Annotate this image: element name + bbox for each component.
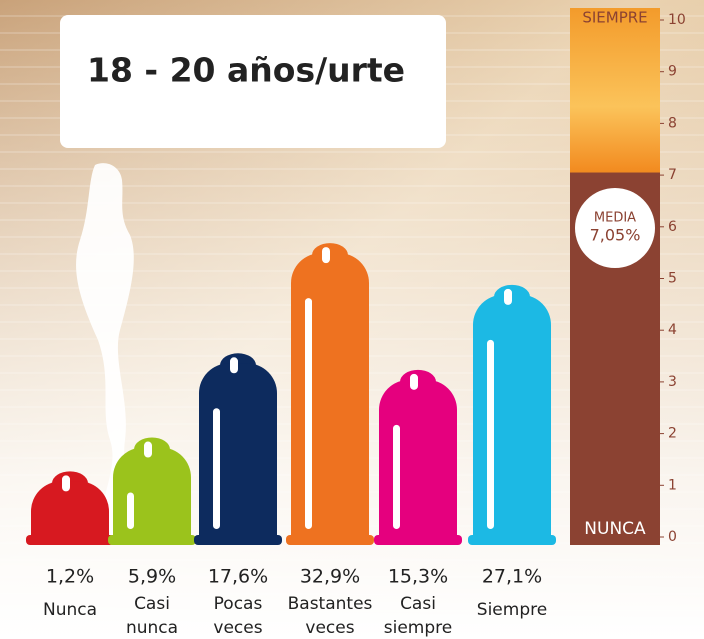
- bar-shine: [487, 339, 494, 529]
- y-tick-label: 5: [668, 271, 677, 287]
- bar-highlight: [144, 441, 152, 458]
- mean-value-label: 7,05%: [590, 226, 641, 245]
- bar: [291, 253, 369, 545]
- bar-rim: [108, 535, 196, 545]
- bar: [473, 294, 551, 545]
- chart-title: 18 - 20 años/urte: [87, 51, 405, 90]
- bar-shine: [127, 492, 134, 529]
- y-tick-label: 3: [668, 374, 677, 390]
- category-label: veces: [213, 618, 262, 638]
- gauge-bottom-label: NUNCA: [584, 519, 646, 539]
- bar-shine: [393, 424, 400, 529]
- bar-shine: [305, 298, 312, 529]
- y-tick-label: 7: [668, 167, 677, 183]
- bar: [199, 363, 277, 545]
- bar-shine: [213, 408, 220, 529]
- bar-highlight: [230, 357, 238, 374]
- value-label: 17,6%: [208, 566, 268, 588]
- gauge-upper: [570, 8, 660, 173]
- category-label: Pocas: [214, 594, 263, 614]
- value-label: 32,9%: [300, 566, 360, 588]
- y-tick-label: 10: [668, 12, 686, 28]
- value-label: 5,9%: [128, 566, 176, 588]
- category-label: Bastantes: [288, 594, 373, 614]
- y-tick-label: 2: [668, 426, 677, 442]
- bar-highlight: [62, 475, 70, 492]
- bar-rim: [374, 535, 462, 545]
- y-tick-label: 6: [668, 219, 677, 235]
- gauge-top-label: SIEMPRE: [582, 9, 647, 27]
- y-tick-label: 4: [668, 322, 677, 338]
- value-label: 15,3%: [388, 566, 448, 588]
- category-label: nunca: [126, 618, 178, 638]
- mean-circle: [575, 188, 655, 268]
- category-label: Casi: [134, 594, 170, 614]
- mean-label: MEDIA: [594, 211, 636, 226]
- category-label: Nunca: [43, 600, 97, 620]
- value-label: 27,1%: [482, 566, 542, 588]
- category-label: Siempre: [477, 600, 547, 620]
- category-label: Casi: [400, 594, 436, 614]
- y-tick-label: 8: [668, 115, 677, 131]
- bar: [113, 447, 191, 545]
- bar-rim: [286, 535, 374, 545]
- title-box: [60, 15, 446, 148]
- bar-highlight: [410, 373, 418, 390]
- y-tick-label: 1: [668, 477, 677, 493]
- y-tick-label: 0: [668, 529, 677, 545]
- bar-rim: [26, 535, 114, 545]
- y-tick-label: 9: [668, 64, 677, 80]
- bar: [31, 481, 109, 545]
- silhouette: [76, 163, 134, 545]
- bar-rim: [194, 535, 282, 545]
- bar-highlight: [504, 288, 512, 305]
- category-label: siempre: [384, 618, 452, 638]
- bar-highlight: [322, 247, 330, 264]
- category-label: veces: [305, 618, 354, 638]
- value-label: 1,2%: [46, 566, 94, 588]
- bar: [379, 379, 457, 545]
- bar-rim: [468, 535, 556, 545]
